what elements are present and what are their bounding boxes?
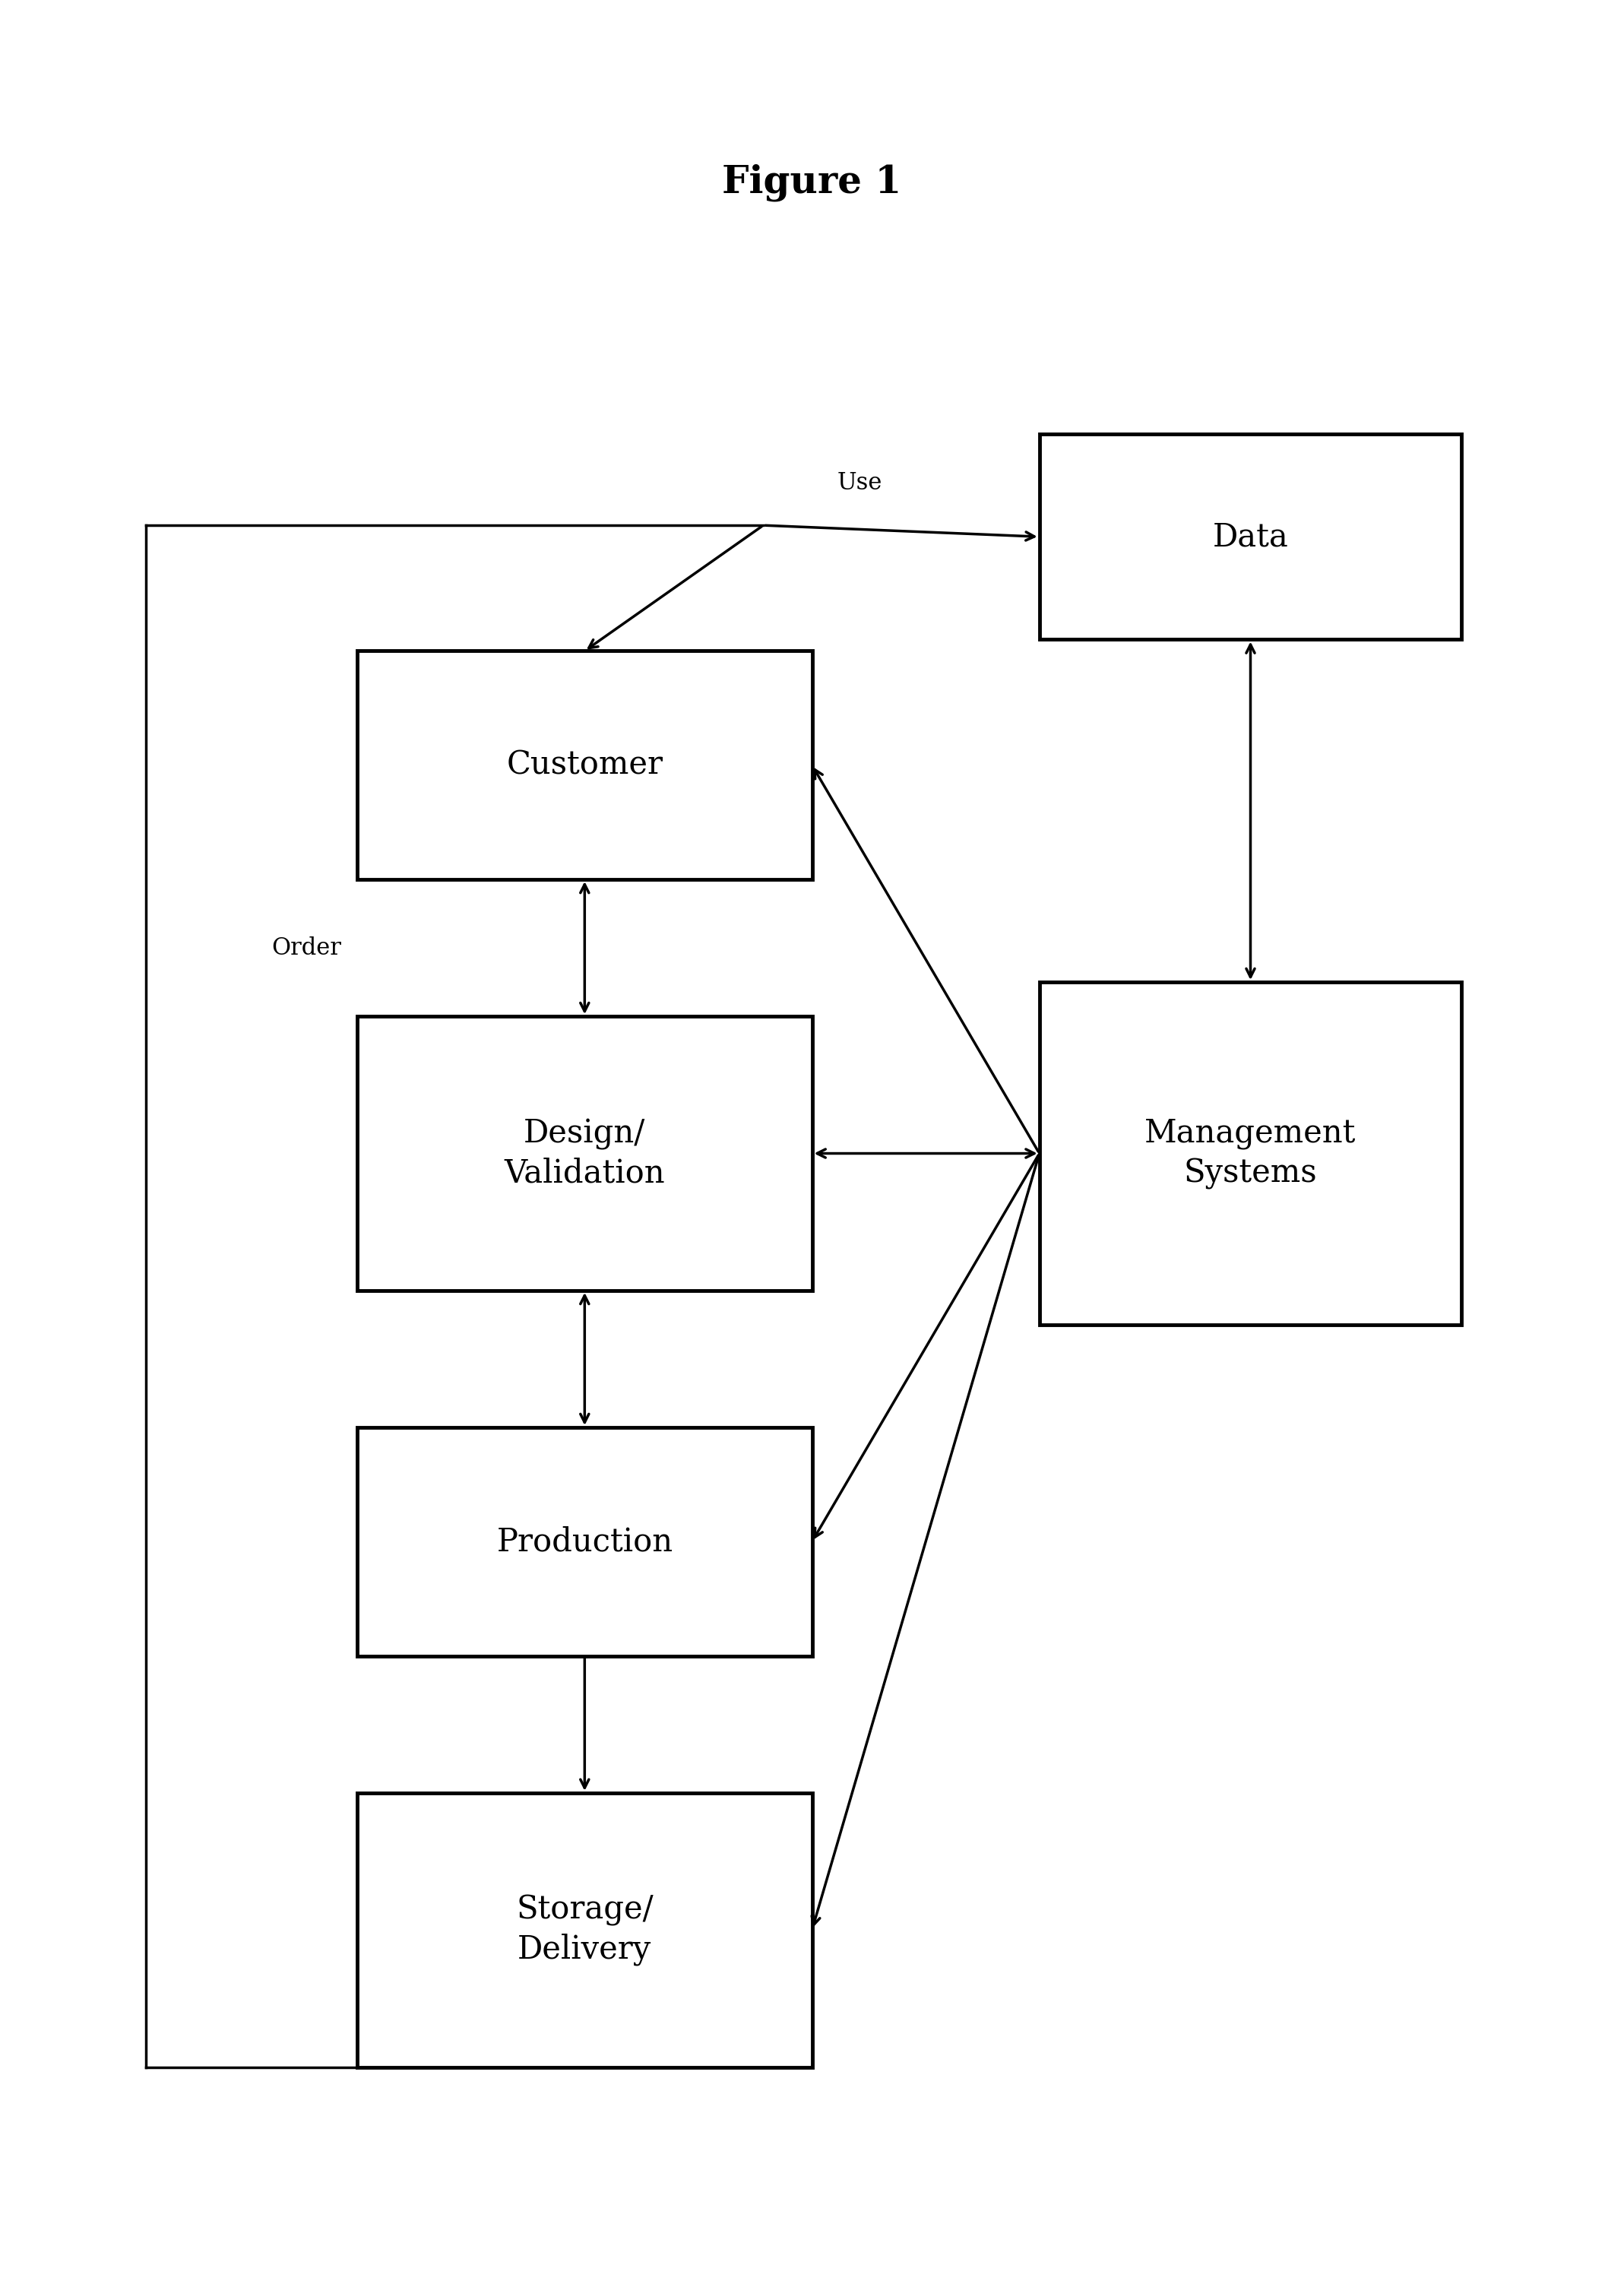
FancyBboxPatch shape [357,1428,812,1656]
FancyBboxPatch shape [357,1016,812,1290]
Text: Figure 1: Figure 1 [723,164,901,201]
FancyBboxPatch shape [1039,434,1462,640]
FancyBboxPatch shape [357,651,812,879]
Text: Use: Use [838,471,882,496]
FancyBboxPatch shape [357,1793,812,2067]
Text: Design/
Validation: Design/ Validation [503,1117,666,1190]
Text: Storage/
Delivery: Storage/ Delivery [516,1893,653,1967]
Text: Production: Production [497,1526,672,1558]
Text: Customer: Customer [507,749,663,781]
Text: Order: Order [271,936,341,959]
FancyBboxPatch shape [1039,982,1462,1325]
Text: Management
Systems: Management Systems [1145,1117,1356,1190]
Text: Data: Data [1213,521,1288,553]
